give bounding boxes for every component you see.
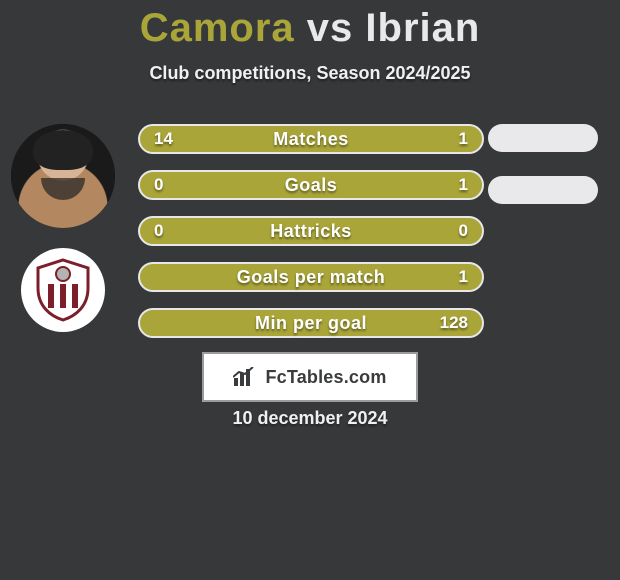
stat-value-left: 0 (154, 221, 163, 241)
stat-bar: 0 Goals 1 (138, 170, 484, 200)
stats-bars: 14 Matches 1 0 Goals 1 0 Hattricks 0 Goals per ma… (138, 124, 484, 338)
page-title: Camora vs Ibrian (0, 0, 620, 51)
stat-label: Matches (273, 129, 349, 150)
left-column (8, 124, 118, 332)
stat-label: Min per goal (255, 313, 367, 334)
bar-chart-icon (233, 367, 257, 387)
opponent-club-placeholder (488, 176, 598, 204)
date-label: 10 december 2024 (232, 408, 387, 429)
stat-label: Goals per match (237, 267, 386, 288)
source-badge[interactable]: FcTables.com (202, 352, 418, 402)
right-column (488, 124, 606, 226)
title-vs: vs (307, 6, 354, 50)
opponent-avatar-placeholder (488, 124, 598, 152)
stat-value-left: 0 (154, 175, 163, 195)
source-badge-text: FcTables.com (265, 367, 386, 388)
stat-bar: 14 Matches 1 (138, 124, 484, 154)
shield-icon (34, 258, 92, 322)
club-crest (21, 248, 105, 332)
player-avatar (11, 124, 115, 228)
subtitle: Club competitions, Season 2024/2025 (0, 63, 620, 84)
stat-value-right: 1 (459, 129, 468, 149)
title-player1: Camora (140, 6, 295, 50)
stat-value-right: 1 (459, 267, 468, 287)
stat-label: Goals (285, 175, 338, 196)
stat-value-right: 0 (459, 221, 468, 241)
stat-bar: Goals per match 1 (138, 262, 484, 292)
stat-bar: 0 Hattricks 0 (138, 216, 484, 246)
stat-value-right: 128 (440, 313, 468, 333)
title-player2: Ibrian (365, 6, 480, 50)
stat-value-right: 1 (459, 175, 468, 195)
stat-label: Hattricks (270, 221, 352, 242)
stat-bar: Min per goal 128 (138, 308, 484, 338)
stat-value-left: 14 (154, 129, 173, 149)
